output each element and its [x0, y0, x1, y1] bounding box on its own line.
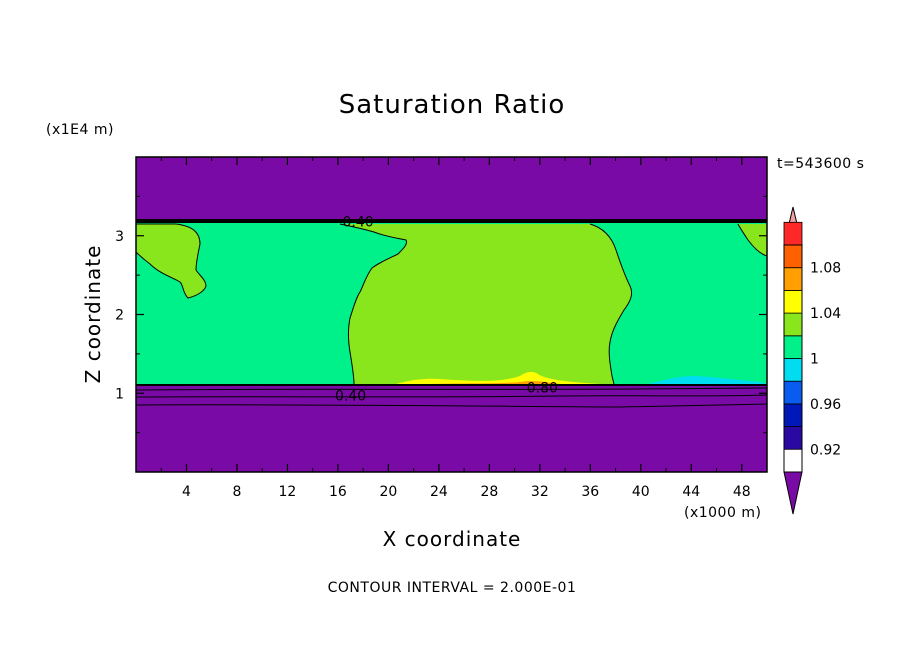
colorbar-level — [783, 335, 803, 359]
x-tick-label: 32 — [531, 484, 549, 500]
contour-label: 0.40 — [343, 215, 374, 231]
x-tick-label: 16 — [329, 484, 347, 500]
colorbar-label: 0.92 — [810, 442, 841, 458]
colorbar-level — [783, 403, 803, 427]
y-axis-label: Z coordinate — [81, 245, 105, 384]
left-patch-outline — [136, 223, 207, 299]
contour-labels: 0.40 0.40 0.80 — [335, 215, 558, 405]
supersaturated-region-center — [340, 224, 632, 384]
x-tick-label: 4 — [182, 484, 191, 500]
x-tick-label: 12 — [279, 484, 297, 500]
colorbar-label: 1 — [810, 352, 819, 368]
colorbar-level — [783, 267, 803, 291]
supersaturated-band-orange — [430, 380, 560, 384]
supersaturated-band-yellow — [396, 371, 600, 384]
colorbar-level — [783, 358, 803, 382]
x-tick-label: 28 — [480, 484, 498, 500]
contour-line-bottom-3 — [136, 394, 767, 398]
x-tick-label: 48 — [733, 484, 751, 500]
colorbar-level — [783, 312, 803, 337]
y-tick-label: 2 — [115, 308, 124, 324]
y-tick-label: 3 — [115, 229, 124, 245]
x-tick-label: 40 — [632, 484, 650, 500]
x-axis-label: X coordinate — [383, 527, 522, 551]
right-patch-outline — [737, 223, 767, 257]
colorbar-level — [783, 221, 803, 246]
colorbar-under-arrow — [783, 471, 803, 515]
x-tick-label: 36 — [581, 484, 599, 500]
supersaturated-patch-left — [136, 224, 206, 298]
x-axis-ticks: 4 8 12 16 20 24 28 32 36 40 44 48 — [160, 157, 751, 500]
colorbar: 0.92 0.96 1 1.04 1.08 — [783, 206, 841, 515]
y-tick-label: 1 — [115, 386, 124, 402]
contour-line-bottom-2 — [136, 387, 767, 391]
colorbar-level — [783, 244, 803, 269]
colorbar-label: 1.08 — [810, 261, 841, 277]
contour-label: 0.40 — [335, 389, 366, 405]
colorbar-label: 1.04 — [810, 306, 841, 322]
colorbar-level — [783, 380, 803, 405]
chart-title: Saturation Ratio — [339, 90, 566, 120]
colorbar-level — [783, 289, 803, 314]
contour-lines — [136, 219, 767, 408]
colorbar-level — [783, 426, 803, 450]
near-saturated-patch — [648, 376, 767, 384]
contour-interval-note: CONTOUR INTERVAL = 2.000E-01 — [328, 580, 577, 596]
colorbar-frame — [783, 244, 803, 473]
x-tick-label: 24 — [430, 484, 448, 500]
colorbar-label: 0.96 — [810, 397, 841, 413]
x-tick-label: 8 — [232, 484, 241, 500]
supersaturated-patch-right — [738, 224, 767, 256]
y-axis-unit: (x1E4 m) — [46, 122, 114, 138]
time-label: t=543600 s — [777, 156, 864, 172]
center-patch-outline — [339, 223, 633, 385]
y-axis-ticks: 1 2 3 — [115, 195, 767, 434]
x-tick-label: 44 — [682, 484, 700, 500]
x-tick-label: 20 — [379, 484, 397, 500]
contour-label: 0.80 — [527, 381, 558, 397]
x-axis-unit: (x1000 m) — [684, 505, 761, 521]
contour-line-bottom-4 — [136, 403, 767, 408]
plot-area: 0.40 0.40 0.80 — [136, 157, 767, 472]
